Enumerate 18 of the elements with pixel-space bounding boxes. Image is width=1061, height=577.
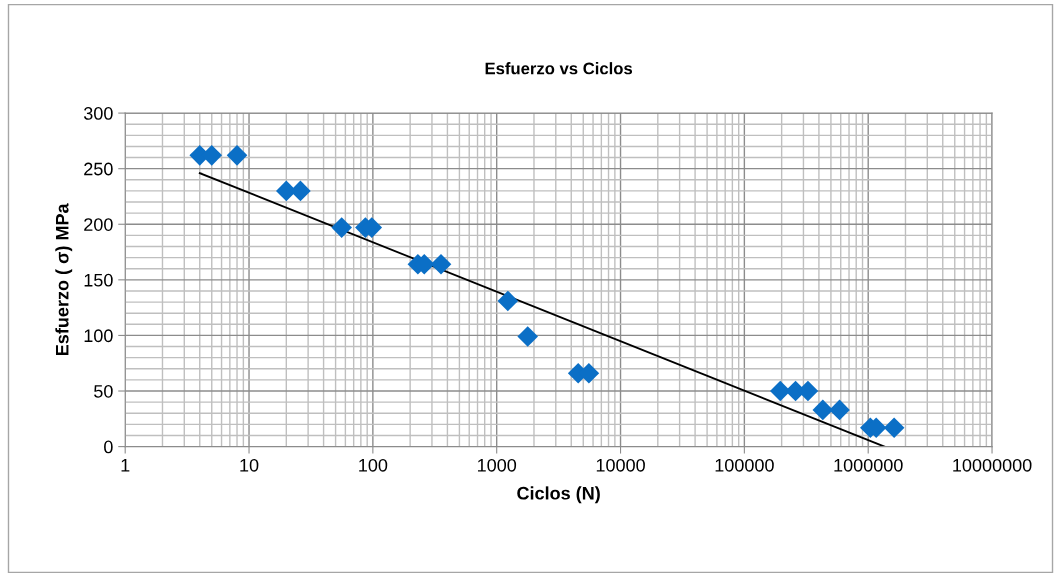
y-axis-title: Esfuerzo ( σ) MPa <box>55 203 73 356</box>
y-tick-label: 100 <box>84 329 113 343</box>
x-axis-title: Ciclos (N) <box>517 486 600 504</box>
chart-title: Esfuerzo vs Ciclos <box>485 62 633 75</box>
y-tick-label: 200 <box>84 218 113 231</box>
y-tick-label: 50 <box>94 384 113 398</box>
y-tick-label: 250 <box>84 162 113 176</box>
x-tick-label: 1000000 <box>834 458 903 472</box>
x-tick-label: 10000000 <box>953 458 1032 472</box>
x-tick-label: 10000 <box>596 458 645 472</box>
x-tick-label: 1000 <box>478 458 517 472</box>
x-tick-label: 1 <box>121 459 130 472</box>
y-tick-label: 150 <box>84 273 113 287</box>
x-tick-label: 100 <box>359 458 388 472</box>
y-tick-label: 0 <box>104 440 113 454</box>
x-tick-label: 100000 <box>715 458 774 472</box>
x-tick-label: 10 <box>240 458 259 472</box>
y-tick-label: 300 <box>83 107 113 120</box>
